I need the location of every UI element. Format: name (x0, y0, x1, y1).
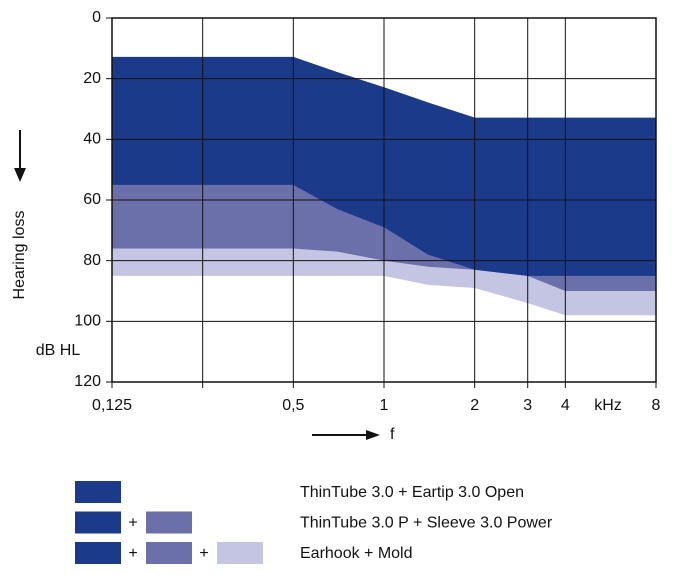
legend-label: ThinTube 3.0 P + Sleeve 3.0 Power (300, 515, 553, 532)
x-tick-label: 0,5 (282, 397, 304, 414)
x-tick-label: 4 (561, 397, 570, 414)
x-tick-label: 1 (380, 397, 389, 414)
legend-swatch (75, 511, 121, 534)
y-arrow-head (14, 168, 26, 182)
y-tick-label: 120 (74, 373, 101, 390)
y-tick-label: 100 (74, 313, 101, 330)
y-tick-label: 40 (83, 131, 101, 148)
x-arrow-head (366, 430, 380, 440)
y-tick-label: 0 (92, 9, 101, 26)
x-unit: kHz (594, 397, 622, 414)
legend-plus: + (128, 515, 137, 532)
legend: ThinTube 3.0 + Eartip 3.0 Open + ThinTube … (75, 481, 553, 564)
legend-swatch (146, 542, 192, 564)
y-tick-label: 80 (83, 252, 101, 269)
legend-swatch (75, 481, 121, 503)
x-tick-label: 0,125 (92, 397, 132, 414)
x-tick-label: 2 (470, 397, 479, 414)
legend-swatch (217, 542, 263, 564)
upper-limit (112, 56, 656, 119)
legend-swatch (75, 542, 121, 564)
y-tick-label: 60 (83, 191, 101, 208)
x-tick-label: 3 (523, 397, 532, 414)
legend-label: ThinTube 3.0 + Eartip 3.0 Open (300, 484, 524, 501)
x-axis-label: f (390, 426, 395, 443)
y-tick-label: 20 (83, 70, 101, 87)
y-unit: dB HL (36, 342, 81, 359)
legend-label: Earhook + Mold (300, 545, 413, 562)
x-tick-label: 8 (652, 397, 661, 414)
legend-plus: + (128, 545, 137, 562)
legend-swatch (146, 511, 192, 534)
plot-frame (111, 17, 657, 383)
legend-plus: + (199, 545, 208, 562)
y-axis-label: Hearing loss (11, 211, 28, 300)
